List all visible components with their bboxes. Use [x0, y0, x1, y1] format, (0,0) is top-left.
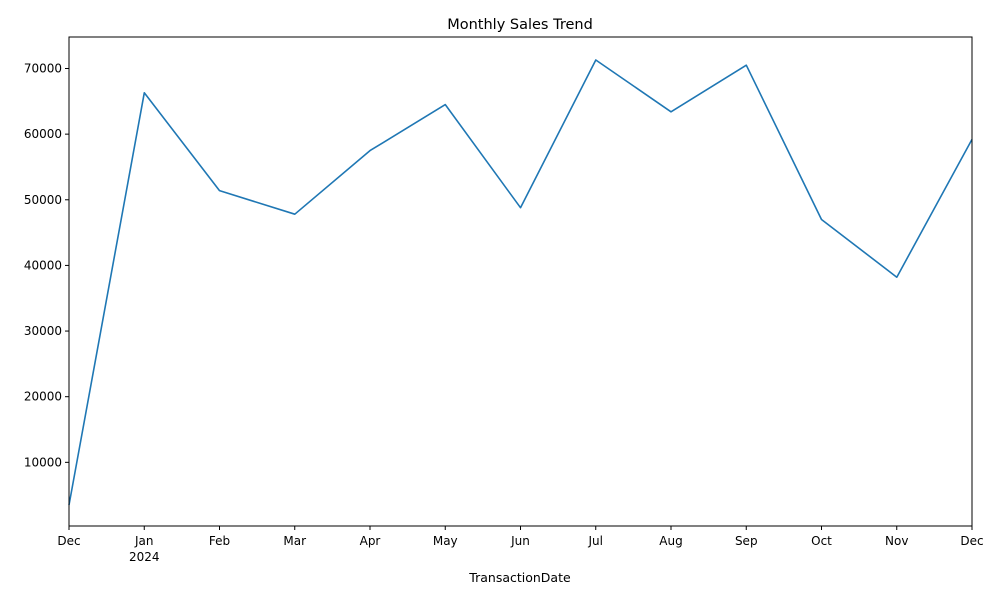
x-tick-label: Apr — [360, 534, 381, 548]
y-tick-label: 50000 — [24, 193, 62, 207]
x-tick-label: Aug — [659, 534, 682, 548]
x-tick-label: Jul — [588, 534, 603, 548]
y-tick-label: 10000 — [24, 455, 62, 469]
x-tick-label: Mar — [283, 534, 306, 548]
x-tick-label: Dec — [960, 534, 983, 548]
y-axis-ticks: 10000 20000 30000 40000 50000 60000 70000 — [24, 62, 69, 469]
x-tick-label: May — [433, 534, 458, 548]
x-axis-ticks: Dec Jan Feb Mar Apr May Jun Jul Aug Sep Oct Nov Dec — [57, 526, 984, 548]
x-tick-label: Nov — [885, 534, 908, 548]
y-tick-label: 70000 — [24, 62, 62, 76]
y-tick-label: 40000 — [24, 258, 62, 272]
y-tick-label: 30000 — [24, 324, 62, 338]
x-tick-label: Jan — [134, 534, 154, 548]
x-tick-label: Dec — [57, 534, 80, 548]
x-tick-label: Jun — [510, 534, 530, 548]
plot-frame — [68, 36, 973, 527]
x-tick-label: Feb — [209, 534, 230, 548]
x-tick-label: Oct — [811, 534, 832, 548]
x-year-label: 2024 — [129, 550, 160, 564]
x-axis-label: TransactionDate — [468, 570, 571, 585]
chart-title: Monthly Sales Trend — [447, 17, 593, 33]
x-tick-label: Sep — [735, 534, 758, 548]
y-tick-label: 60000 — [24, 127, 62, 141]
y-tick-label: 20000 — [24, 390, 62, 404]
